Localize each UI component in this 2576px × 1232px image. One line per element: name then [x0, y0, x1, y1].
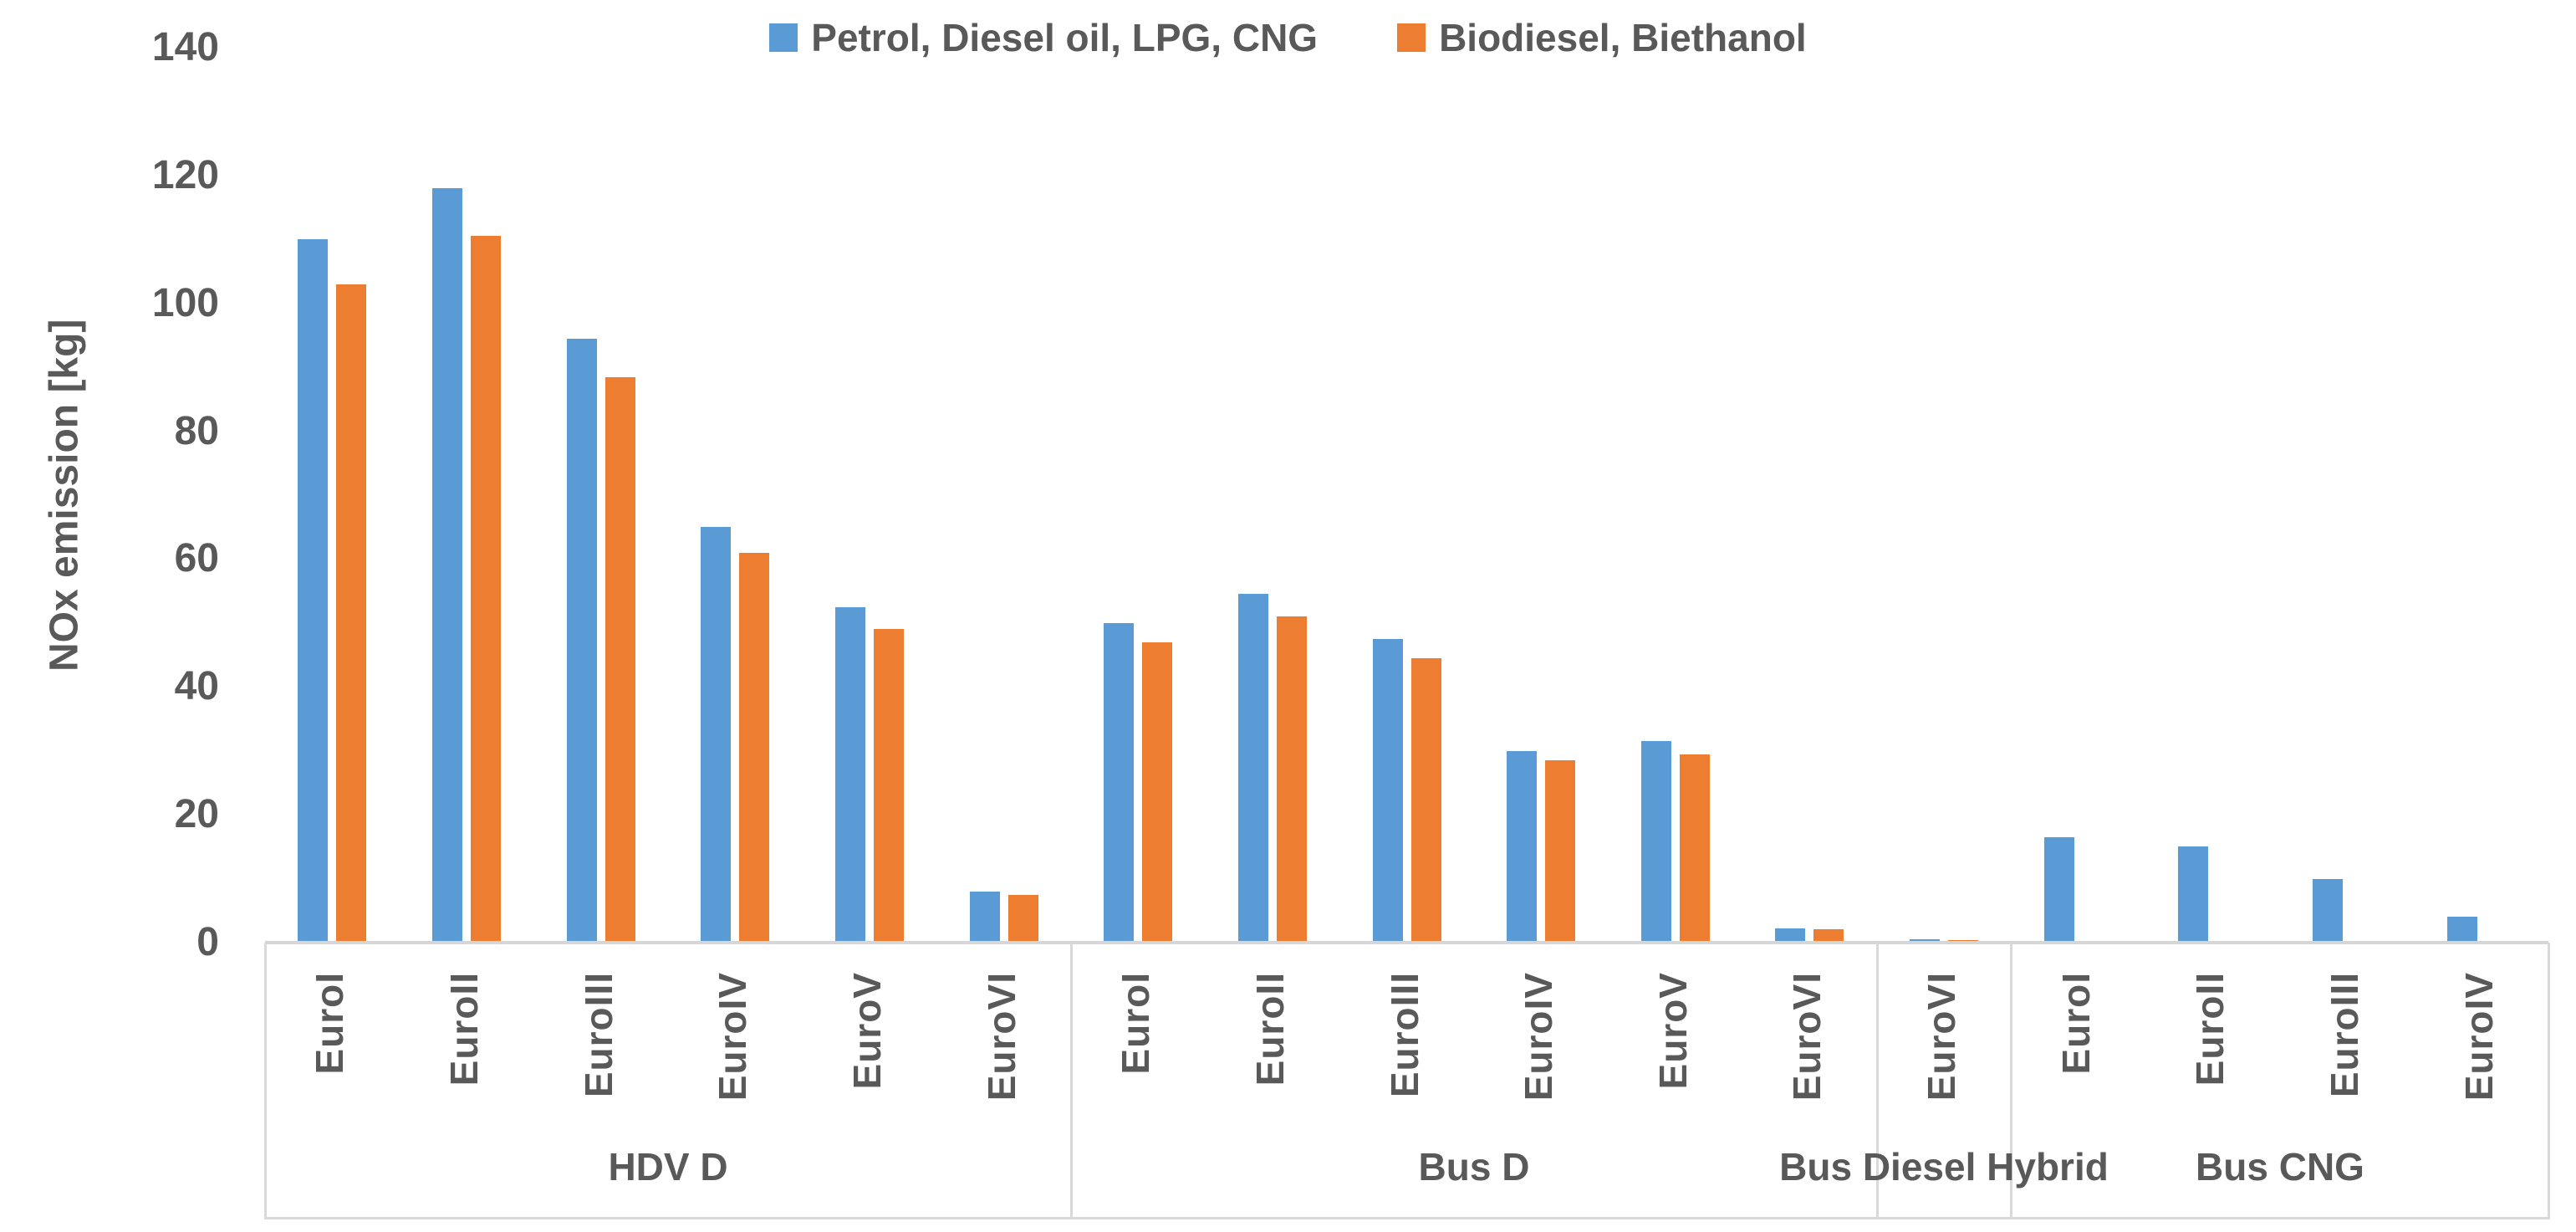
bar-hdv-d-EuroIII-s1: [567, 339, 597, 943]
legend-label-series2: Biodiesel, Biethanol: [1439, 16, 1807, 59]
label-box-bottom-border: [265, 1217, 2548, 1219]
y-tick-label-60: 60: [174, 536, 219, 581]
category-label-EuroVI: EuroVI: [1920, 972, 1963, 1102]
legend-label-series1: Petrol, Diesel oil, LPG, CNG: [811, 16, 1319, 59]
bar-bus-d-EuroI-s2: [1142, 642, 1172, 943]
bar-bus-d-EuroIV-s2: [1545, 760, 1575, 943]
y-tick-label-40: 40: [174, 664, 219, 709]
bar-bus-d-EuroIII-s1: [1373, 639, 1403, 943]
x-axis-line: [265, 941, 2548, 944]
y-tick-label-140: 140: [151, 25, 219, 69]
y-tick-label-120: 120: [151, 152, 219, 197]
category-label-EuroII: EuroII: [442, 972, 486, 1086]
bar-hdv-d-EuroV-s1: [835, 607, 865, 943]
group-label-bus-diesel-hybrid: Bus Diesel Hybrid: [1779, 1145, 2109, 1189]
group-label-bus-d: Bus D: [1418, 1145, 1530, 1189]
legend-entry-series1: Petrol, Diesel oil, LPG, CNG: [769, 15, 1318, 60]
bar-hdv-d-EuroIV-s1: [701, 527, 731, 943]
bar-bus-cng-EuroI-s1: [2044, 837, 2074, 943]
bar-bus-d-EuroIV-s1: [1507, 751, 1537, 943]
bar-hdv-d-EuroIV-s2: [739, 553, 769, 943]
category-label-EuroII: EuroII: [1248, 972, 1292, 1086]
bar-bus-d-EuroIII-s2: [1411, 658, 1441, 943]
category-label-EuroV: EuroV: [1651, 972, 1695, 1090]
category-label-EuroVI: EuroVI: [1785, 972, 1829, 1102]
bar-bus-d-EuroVI-s2: [1813, 929, 1844, 943]
bar-hdv-d-EuroII-s2: [471, 236, 501, 943]
category-label-EuroI: EuroI: [308, 972, 351, 1075]
group-label-bus-cng: Bus CNG: [2196, 1145, 2364, 1189]
category-label-EuroIII: EuroIII: [2323, 972, 2366, 1098]
bar-hdv-d-EuroV-s2: [874, 629, 904, 943]
bar-hdv-d-EuroVI-s1: [970, 892, 1000, 943]
bar-bus-cng-EuroII-s1: [2178, 846, 2208, 943]
group-divider: [2010, 943, 2012, 1219]
category-label-EuroIV: EuroIV: [1517, 972, 1560, 1102]
bar-hdv-d-EuroIII-s2: [605, 377, 635, 943]
category-label-EuroIV: EuroIV: [711, 972, 754, 1102]
label-box-left-border: [264, 943, 267, 1219]
bar-bus-cng-EuroIII-s1: [2313, 879, 2343, 943]
y-tick-label-100: 100: [151, 280, 219, 325]
bar-hdv-d-EuroI-s1: [298, 239, 328, 943]
bar-hdv-d-EuroVI-s2: [1008, 895, 1038, 943]
legend-swatch-blue-icon: [769, 23, 798, 52]
chart-legend: Petrol, Diesel oil, LPG, CNG Biodiesel, …: [0, 15, 2576, 60]
category-label-EuroII: EuroII: [2188, 972, 2232, 1086]
bar-bus-d-EuroVI-s1: [1775, 928, 1805, 943]
bar-bus-cng-EuroIV-s1: [2447, 917, 2477, 943]
legend-entry-series2: Biodiesel, Biethanol: [1397, 15, 1807, 60]
bar-bus-d-EuroI-s1: [1104, 623, 1134, 943]
category-label-EuroI: EuroI: [1114, 972, 1157, 1075]
y-tick-label-20: 20: [174, 792, 219, 837]
bar-bus-d-EuroII-s2: [1277, 616, 1307, 943]
category-label-EuroV: EuroV: [845, 972, 889, 1090]
bar-hdv-d-EuroII-s1: [432, 188, 462, 943]
category-label-EuroIV: EuroIV: [2457, 972, 2501, 1102]
y-tick-label-0: 0: [196, 920, 219, 964]
bar-bus-d-EuroV-s1: [1641, 741, 1671, 943]
bar-hdv-d-EuroI-s2: [336, 284, 366, 943]
group-label-hdv-d: HDV D: [608, 1145, 728, 1189]
legend-swatch-orange-icon: [1397, 23, 1426, 52]
category-label-EuroI: EuroI: [2054, 972, 2098, 1075]
group-divider: [1876, 943, 1879, 1219]
category-label-EuroIII: EuroIII: [577, 972, 620, 1098]
bar-bus-d-EuroV-s2: [1680, 754, 1710, 943]
label-box-right-border: [2548, 943, 2550, 1219]
category-label-EuroVI: EuroVI: [980, 972, 1023, 1102]
category-label-EuroIII: EuroIII: [1383, 972, 1426, 1098]
group-divider: [1070, 943, 1073, 1219]
bar-bus-d-EuroII-s1: [1238, 594, 1268, 943]
y-tick-label-80: 80: [174, 408, 219, 453]
